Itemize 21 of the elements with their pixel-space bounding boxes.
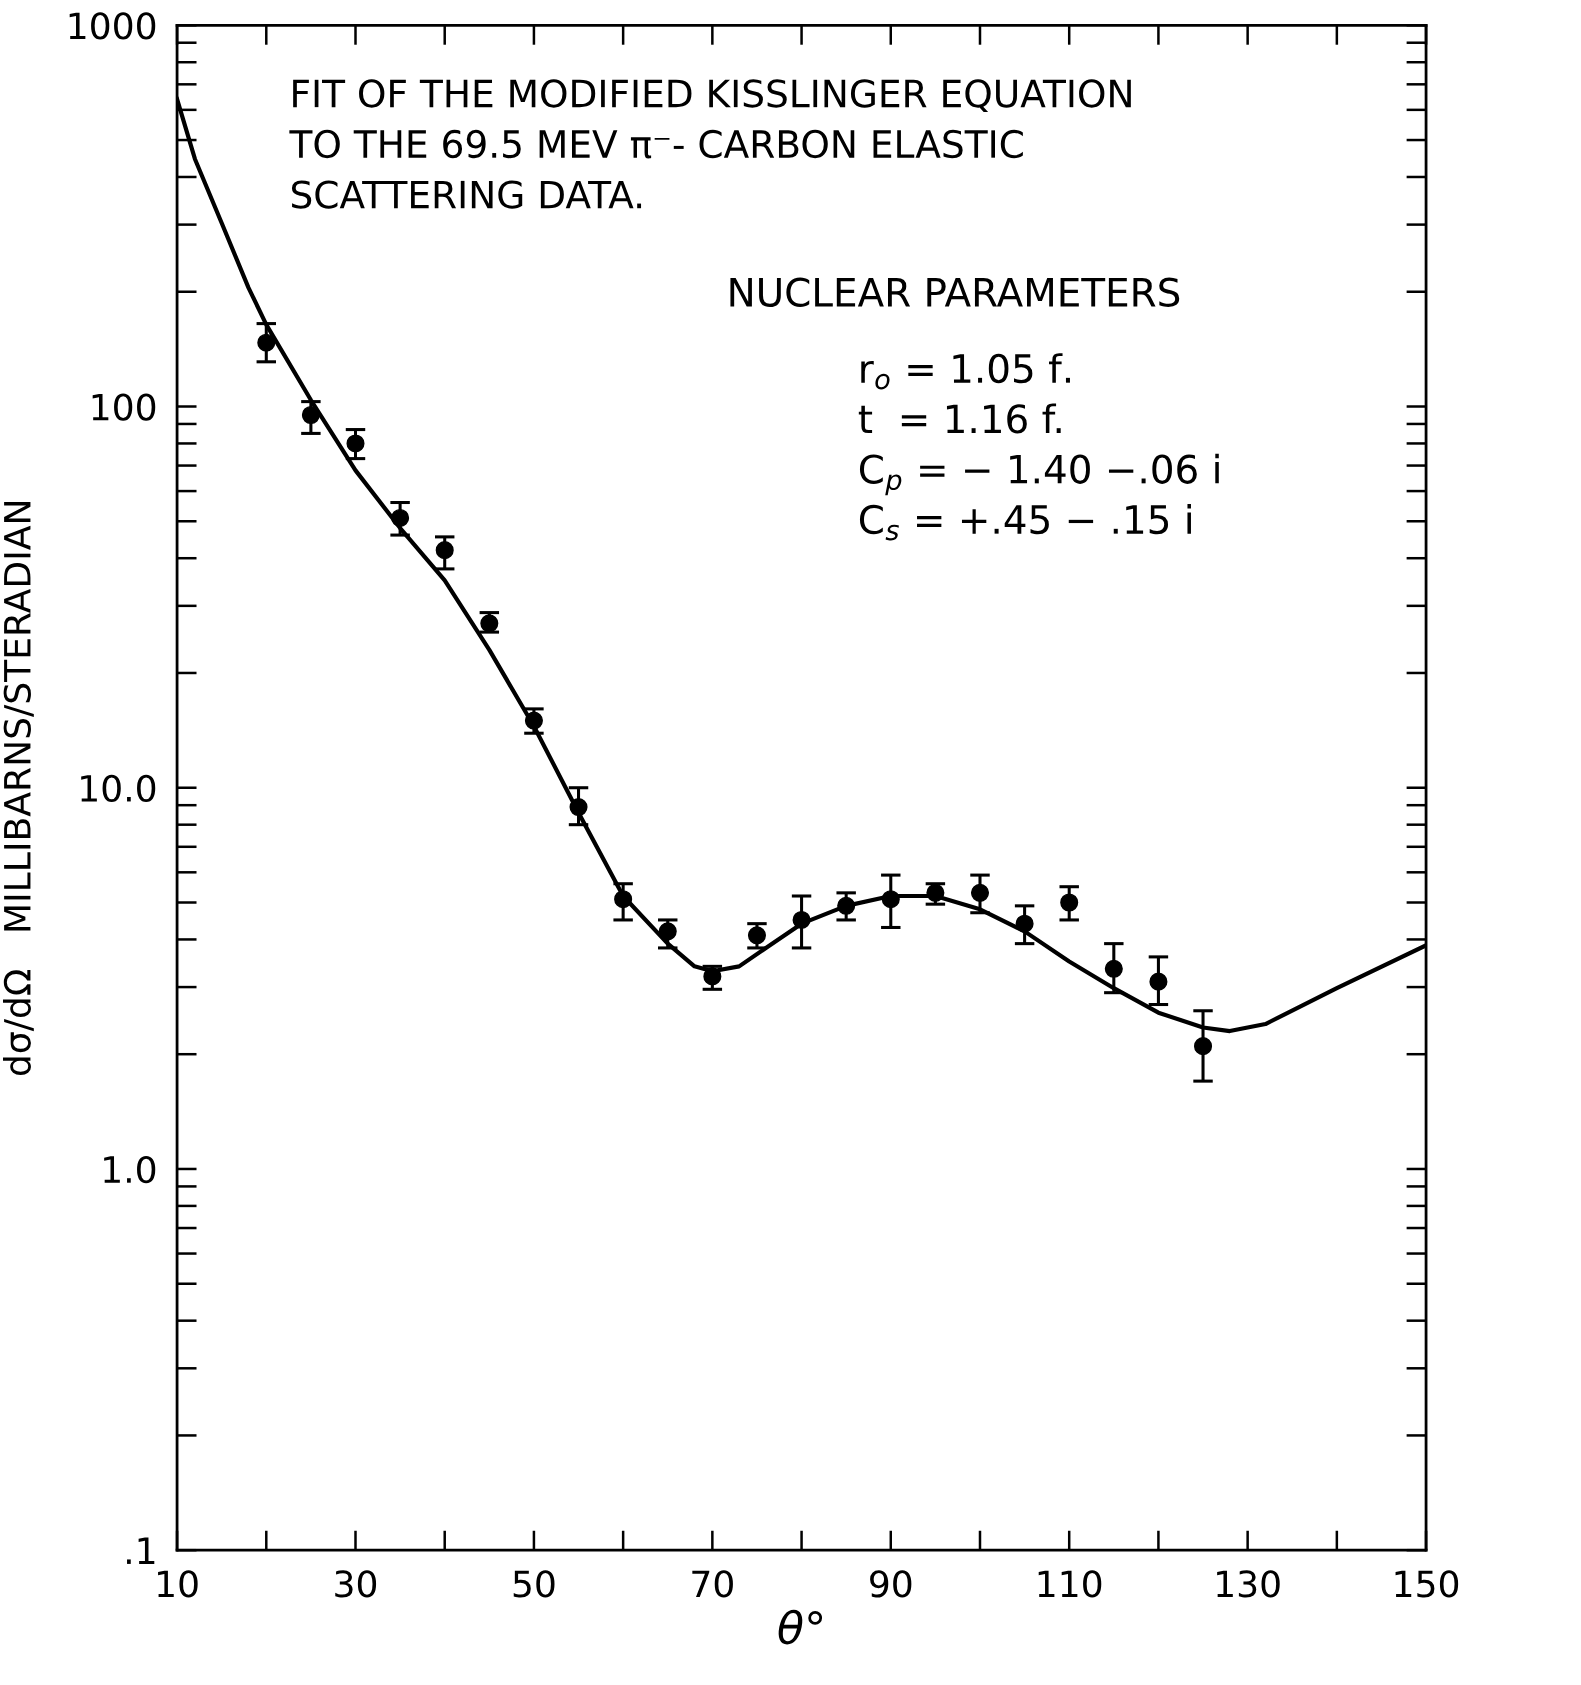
x-tick-label: 70 [692, 1570, 733, 1598]
annotation: C$_{s}$ = +.45 − .15 i [859, 504, 1191, 541]
x-tick-label: 30 [335, 1570, 377, 1598]
x-tick-label: 90 [870, 1570, 912, 1598]
text: FIT OF THE MODIFIED KISSLINGER EQUATION TO THE 69.5 MEV π⁻- CARBON ELASTIC SCATTERING DATA. [289, 79, 1131, 209]
x-tick-label: 130 [1217, 1570, 1280, 1598]
y-axis-title: dσ/dΩ MILLIBARNS/STERADIAN [3, 501, 34, 1076]
x-tick-label: 50 [513, 1570, 555, 1598]
annotation: C$_{p}$ = − 1.40 −.06 i [859, 453, 1219, 496]
y-tick-label: 1.0 [104, 1155, 156, 1184]
y-tick-label: 10.0 [81, 774, 156, 802]
x-tick-label: 150 [1395, 1570, 1459, 1598]
y-tick-label: .1 [127, 1537, 155, 1564]
x-axis-title: θ° [778, 1609, 823, 1645]
x-tick-label: 10 [158, 1570, 198, 1598]
annotation: t = 1.16 f. [858, 403, 1061, 434]
annotation: NUCLEAR PARAMETERS [730, 277, 1180, 307]
annotation: r$_{o}$ = 1.05 f. [861, 353, 1070, 390]
y-tick-label: 1000 [69, 12, 156, 40]
x-tick-label: 110 [1038, 1570, 1102, 1598]
y-tick-label: 100 [92, 393, 156, 421]
